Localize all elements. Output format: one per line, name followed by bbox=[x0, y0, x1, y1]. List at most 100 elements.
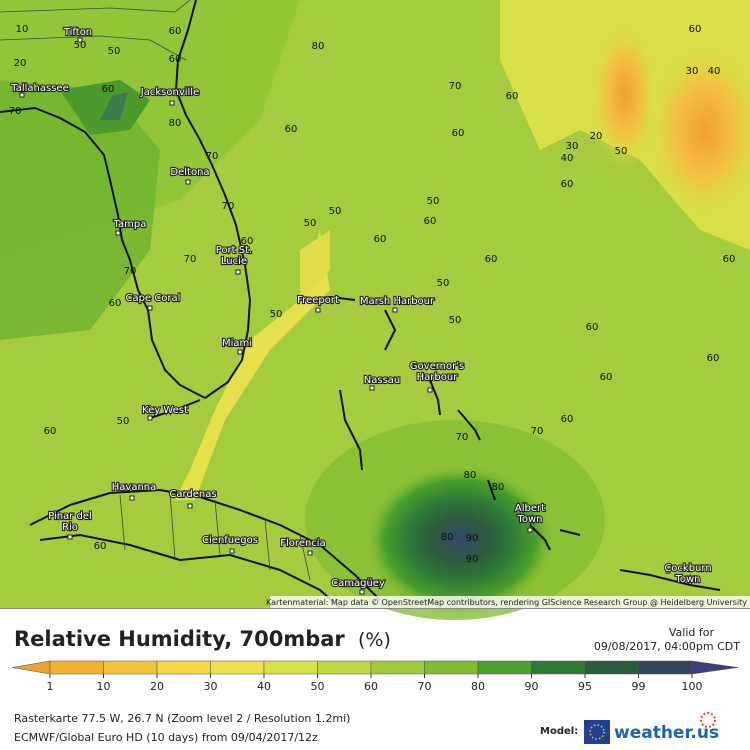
contour-label: 60 bbox=[586, 322, 599, 333]
legend-swatch bbox=[210, 660, 265, 675]
city-label: Havanna bbox=[112, 482, 157, 493]
city-label: Florencia bbox=[280, 538, 325, 549]
humid-area bbox=[100, 92, 128, 120]
legend-tick-label: 30 bbox=[204, 680, 218, 693]
city-label: Key West bbox=[142, 405, 188, 416]
city-label: Deltona bbox=[170, 167, 209, 178]
city: Marsh Harbour bbox=[359, 295, 436, 313]
city-label: Freeport bbox=[297, 295, 339, 306]
city-label: Lucie bbox=[221, 256, 247, 267]
city-label: Cape Coral bbox=[126, 293, 181, 304]
contour-label: 60 bbox=[561, 179, 574, 190]
contour-label: 60 bbox=[424, 216, 437, 227]
contour-label: 20 bbox=[14, 58, 27, 69]
legend-tick-label: 1 bbox=[47, 680, 54, 693]
contour-label: 70 bbox=[124, 266, 137, 277]
contour-label: 60 bbox=[285, 124, 298, 135]
contour-label: 80 bbox=[441, 532, 454, 543]
legend-tick-label: 60 bbox=[364, 680, 378, 693]
legend-swatch bbox=[370, 660, 425, 675]
eu-stars bbox=[589, 724, 605, 740]
city-marker bbox=[665, 568, 671, 574]
model-label: Model: bbox=[540, 726, 578, 737]
city: Key West bbox=[141, 404, 189, 421]
city-marker bbox=[147, 305, 153, 311]
contour-label: 50 bbox=[449, 315, 462, 326]
city: Cape Coral bbox=[124, 292, 182, 311]
brand: weather.us bbox=[614, 723, 719, 743]
city: Port St.Lucie bbox=[215, 244, 253, 275]
legend: 1 10 20 30 40 50 60 70 80 90 95 99 100 bbox=[11, 660, 739, 693]
contour-label: 60 bbox=[485, 254, 498, 265]
legend-tick-label: 70 bbox=[418, 680, 432, 693]
city-marker bbox=[77, 37, 83, 43]
city-label: Tifton bbox=[63, 27, 92, 38]
city-label: Harbour bbox=[417, 372, 459, 383]
legend-swatch bbox=[638, 660, 693, 675]
city-label: Cienfuegos bbox=[202, 535, 258, 546]
contour-label: 50 bbox=[329, 206, 342, 217]
city-label: Marsh Harbour bbox=[360, 296, 435, 307]
contour-label: 50 bbox=[304, 218, 317, 229]
legend-tick-label: 40 bbox=[257, 680, 271, 693]
contour-label: 40 bbox=[708, 66, 721, 77]
city-label: Nassau bbox=[364, 375, 401, 386]
contour-label: 80 bbox=[312, 41, 325, 52]
eu-flag bbox=[584, 720, 610, 744]
unit: (%) bbox=[358, 629, 391, 651]
legend-swatch bbox=[49, 660, 104, 675]
contour-label: 60 bbox=[707, 353, 720, 364]
city-label: Tampa bbox=[113, 219, 147, 230]
contour-label: 50 bbox=[117, 416, 130, 427]
contour-label: 50 bbox=[270, 309, 283, 320]
city: Cienfuegos bbox=[201, 534, 259, 554]
contour-label: 70 bbox=[531, 426, 544, 437]
city-label: Governor's bbox=[410, 361, 464, 372]
contour-label: 50 bbox=[108, 46, 121, 57]
city-marker bbox=[19, 92, 25, 98]
dry-streak bbox=[300, 230, 330, 300]
contour-label: 40 bbox=[561, 153, 574, 164]
dry-streak bbox=[175, 230, 330, 500]
city-marker bbox=[235, 269, 241, 275]
contour-label: 80 bbox=[492, 482, 505, 493]
contour-label: 20 bbox=[590, 131, 603, 142]
contour-label: 50 bbox=[74, 40, 87, 51]
city: Tifton bbox=[62, 26, 93, 43]
city: Deltona bbox=[169, 166, 211, 185]
contour-label: 80 bbox=[169, 118, 182, 129]
contour-label: 60 bbox=[169, 54, 182, 65]
city: Cardenas bbox=[168, 488, 218, 509]
city-marker bbox=[392, 307, 398, 313]
contour-label: 60 bbox=[600, 372, 613, 383]
contour-label: 90 bbox=[466, 533, 479, 544]
city-label: Port St. bbox=[216, 245, 252, 256]
footer: Relative Humidity, 700mbar (%) Valid for… bbox=[11, 626, 740, 744]
city: Miami bbox=[221, 337, 253, 355]
city-marker bbox=[229, 548, 235, 554]
coastline bbox=[39, 534, 341, 609]
city-label: Town bbox=[516, 514, 542, 525]
legend-swatch bbox=[317, 660, 372, 675]
coastline bbox=[175, 0, 251, 399]
legend-tick-label: 10 bbox=[97, 680, 111, 693]
legend-tick-label: 90 bbox=[525, 680, 539, 693]
info-line: ECMWF/Global Euro HD (10 days) from 09/0… bbox=[14, 731, 318, 744]
city-marker bbox=[147, 415, 153, 421]
legend-tick-label: 95 bbox=[578, 680, 592, 693]
contour-label: 60 bbox=[44, 426, 57, 437]
contour-label: 60 bbox=[506, 91, 519, 102]
city-label: Cockburn bbox=[664, 563, 711, 574]
dry-area bbox=[645, 40, 750, 220]
city: Freeport bbox=[296, 294, 340, 313]
city-marker bbox=[237, 349, 243, 355]
city-marker bbox=[185, 179, 191, 185]
coastline bbox=[0, 107, 206, 399]
city: Tallahassee bbox=[9, 82, 70, 98]
city-label: Camagüey bbox=[331, 578, 385, 589]
contour-label: 50 bbox=[615, 146, 628, 157]
